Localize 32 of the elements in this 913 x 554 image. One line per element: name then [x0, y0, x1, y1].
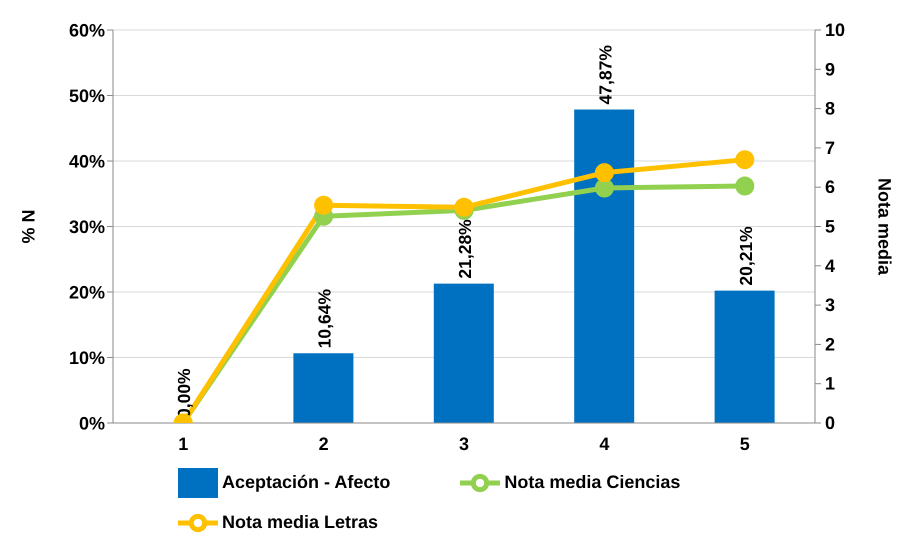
legend-label: Nota media Letras [222, 512, 378, 532]
y-tick-label: 60% [68, 20, 105, 40]
data-label: 21,28% [455, 218, 475, 279]
legend-label: Nota media Ciencias [504, 472, 680, 492]
x-tick-label: 5 [740, 434, 750, 454]
y2-axis-title: Nota media [874, 178, 895, 276]
y-tick-label: 20% [68, 282, 105, 302]
y2-tick-label: 2 [825, 334, 836, 354]
y-tick-label: 40% [68, 151, 105, 172]
y-tick-label: 30% [68, 216, 105, 237]
y2-tick-label: 7 [825, 138, 836, 158]
y2-tick-label: 6 [825, 177, 836, 198]
data-label: 47,87% [595, 44, 616, 104]
y2-tick-label: 5 [825, 216, 836, 236]
x-tick-label: 1 [178, 434, 188, 454]
y2-tick-label: 3 [825, 295, 836, 316]
y-tick-label: 50% [68, 86, 105, 106]
y2-tick-label: 4 [825, 256, 836, 276]
y2-tick-label: 10 [825, 20, 846, 40]
y-axis-title: % N [18, 209, 38, 244]
y2-tick-label: 1 [825, 374, 836, 394]
x-tick-label: 4 [599, 434, 610, 454]
y2-tick-label: 9 [825, 59, 836, 80]
legend-label: Aceptación - Afecto [222, 472, 390, 492]
y-tick-label: 10% [68, 348, 105, 368]
data-label: 10,64% [314, 288, 335, 348]
x-tick-label: 2 [318, 434, 329, 454]
y-tick-label: 0% [78, 413, 105, 434]
y2-tick-label: 8 [825, 98, 836, 119]
x-tick-label: 3 [458, 434, 470, 454]
y2-tick-label: 0 [825, 413, 836, 433]
data-label: 20,21% [736, 226, 756, 286]
